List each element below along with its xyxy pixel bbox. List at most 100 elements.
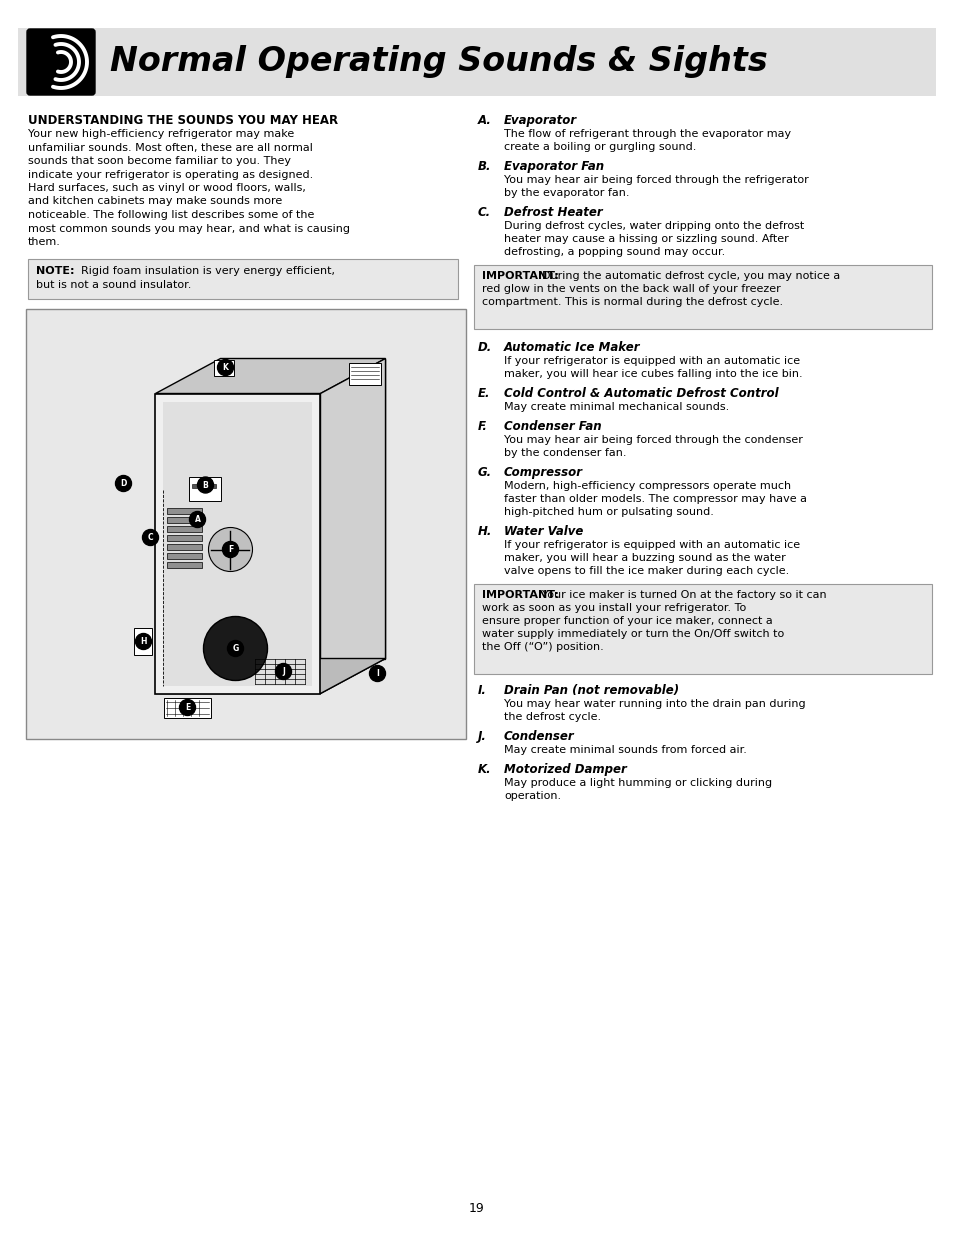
Text: G.: G. — [477, 466, 492, 479]
Text: May create minimal sounds from forced air.: May create minimal sounds from forced ai… — [503, 745, 746, 755]
Text: Your ice maker is turned On at the factory so it can: Your ice maker is turned On at the facto… — [541, 590, 825, 600]
FancyBboxPatch shape — [27, 28, 95, 95]
FancyBboxPatch shape — [168, 562, 202, 568]
Text: Motorized Damper: Motorized Damper — [503, 763, 626, 776]
Text: D.: D. — [477, 341, 492, 354]
Text: red glow in the vents on the back wall of your freezer: red glow in the vents on the back wall o… — [481, 284, 780, 294]
Text: maker, you will hear ice cubes falling into the ice bin.: maker, you will hear ice cubes falling i… — [503, 369, 801, 379]
FancyBboxPatch shape — [168, 543, 202, 550]
Text: high-pitched hum or pulsating sound.: high-pitched hum or pulsating sound. — [503, 508, 713, 517]
Text: A.: A. — [477, 114, 492, 127]
FancyBboxPatch shape — [26, 309, 465, 739]
Text: Your new high-efficiency refrigerator may make: Your new high-efficiency refrigerator ma… — [28, 128, 294, 140]
Circle shape — [179, 699, 195, 715]
Text: F.: F. — [477, 420, 487, 433]
Text: by the condenser fan.: by the condenser fan. — [503, 448, 626, 458]
Text: the Off (“O”) position.: the Off (“O”) position. — [481, 642, 603, 652]
Text: E.: E. — [477, 387, 490, 400]
Text: valve opens to fill the ice maker during each cycle.: valve opens to fill the ice maker during… — [503, 566, 788, 576]
Polygon shape — [320, 358, 385, 694]
Text: During defrost cycles, water dripping onto the defrost: During defrost cycles, water dripping on… — [503, 221, 803, 231]
Text: You may hear water running into the drain pan during: You may hear water running into the drai… — [503, 699, 804, 709]
Text: operation.: operation. — [503, 790, 560, 802]
FancyBboxPatch shape — [201, 483, 208, 488]
FancyBboxPatch shape — [211, 483, 216, 488]
Circle shape — [209, 527, 253, 572]
FancyBboxPatch shape — [164, 698, 212, 718]
Text: Cold Control & Automatic Defrost Control: Cold Control & Automatic Defrost Control — [503, 387, 778, 400]
Text: K.: K. — [477, 763, 491, 776]
FancyBboxPatch shape — [349, 363, 381, 384]
Text: but is not a sound insulator.: but is not a sound insulator. — [36, 280, 192, 290]
Circle shape — [222, 541, 238, 557]
Text: If your refrigerator is equipped with an automatic ice: If your refrigerator is equipped with an… — [503, 356, 800, 366]
Text: noticeable. The following list describes some of the: noticeable. The following list describes… — [28, 210, 314, 220]
Circle shape — [227, 641, 243, 657]
Text: Normal Operating Sounds & Sights: Normal Operating Sounds & Sights — [110, 46, 767, 79]
Circle shape — [142, 530, 158, 546]
Text: and kitchen cabinets may make sounds more: and kitchen cabinets may make sounds mor… — [28, 196, 282, 206]
Text: Automatic Ice Maker: Automatic Ice Maker — [503, 341, 639, 354]
Circle shape — [217, 359, 233, 375]
Text: B.: B. — [477, 161, 491, 173]
Text: Modern, high-efficiency compressors operate much: Modern, high-efficiency compressors oper… — [503, 480, 790, 492]
Circle shape — [190, 511, 205, 527]
Text: You may hear air being forced through the refrigerator: You may hear air being forced through th… — [503, 175, 808, 185]
Circle shape — [203, 616, 267, 680]
Text: Condenser: Condenser — [503, 730, 574, 743]
Text: H: H — [140, 637, 147, 646]
FancyBboxPatch shape — [474, 584, 931, 674]
Text: heater may cause a hissing or sizzling sound. After: heater may cause a hissing or sizzling s… — [503, 233, 788, 245]
Text: work as soon as you install your refrigerator. To: work as soon as you install your refrige… — [481, 603, 745, 613]
Circle shape — [197, 477, 213, 493]
Text: May produce a light humming or clicking during: May produce a light humming or clicking … — [503, 778, 771, 788]
FancyBboxPatch shape — [28, 258, 457, 299]
Text: C: C — [148, 534, 153, 542]
FancyBboxPatch shape — [474, 266, 931, 329]
Text: Condenser Fan: Condenser Fan — [503, 420, 601, 433]
Text: maker, you will hear a buzzing sound as the water: maker, you will hear a buzzing sound as … — [503, 553, 785, 563]
Text: Defrost Heater: Defrost Heater — [503, 206, 602, 219]
Text: IMPORTANT:: IMPORTANT: — [481, 590, 558, 600]
FancyBboxPatch shape — [214, 359, 234, 375]
Text: Hard surfaces, such as vinyl or wood floors, walls,: Hard surfaces, such as vinyl or wood flo… — [28, 183, 306, 193]
FancyBboxPatch shape — [168, 508, 202, 514]
Text: The flow of refrigerant through the evaporator may: The flow of refrigerant through the evap… — [503, 128, 790, 140]
Text: If your refrigerator is equipped with an automatic ice: If your refrigerator is equipped with an… — [503, 540, 800, 550]
Polygon shape — [155, 658, 385, 694]
Text: You may hear air being forced through the condenser: You may hear air being forced through th… — [503, 435, 802, 445]
Text: create a boiling or gurgling sound.: create a boiling or gurgling sound. — [503, 142, 696, 152]
Text: sounds that soon become familiar to you. They: sounds that soon become familiar to you.… — [28, 156, 291, 165]
FancyBboxPatch shape — [168, 535, 202, 541]
FancyBboxPatch shape — [168, 552, 202, 558]
Text: Drain Pan (not removable): Drain Pan (not removable) — [503, 684, 679, 697]
Text: Compressor: Compressor — [503, 466, 582, 479]
Text: D: D — [120, 479, 127, 488]
Text: compartment. This is normal during the defrost cycle.: compartment. This is normal during the d… — [481, 296, 782, 308]
Polygon shape — [155, 358, 385, 394]
Text: NOTE:: NOTE: — [36, 267, 74, 277]
Polygon shape — [155, 394, 320, 694]
FancyBboxPatch shape — [134, 627, 152, 655]
FancyBboxPatch shape — [18, 28, 935, 96]
Text: K: K — [222, 363, 228, 372]
FancyBboxPatch shape — [168, 526, 202, 531]
Circle shape — [275, 663, 292, 679]
Text: G: G — [233, 643, 238, 653]
Text: I: I — [375, 669, 378, 678]
Text: defrosting, a popping sound may occur.: defrosting, a popping sound may occur. — [503, 247, 724, 257]
Text: Rigid foam insulation is very energy efficient,: Rigid foam insulation is very energy eff… — [74, 267, 335, 277]
Text: Evaporator: Evaporator — [503, 114, 577, 127]
Text: UNDERSTANDING THE SOUNDS YOU MAY HEAR: UNDERSTANDING THE SOUNDS YOU MAY HEAR — [28, 114, 337, 127]
Text: ensure proper function of your ice maker, connect a: ensure proper function of your ice maker… — [481, 616, 772, 626]
Text: C.: C. — [477, 206, 491, 219]
Text: B: B — [202, 480, 208, 489]
Circle shape — [135, 634, 152, 650]
Circle shape — [369, 666, 385, 682]
Text: E: E — [185, 703, 190, 713]
Text: unfamiliar sounds. Most often, these are all normal: unfamiliar sounds. Most often, these are… — [28, 142, 313, 152]
FancyBboxPatch shape — [190, 477, 221, 500]
Polygon shape — [163, 401, 313, 685]
Text: the defrost cycle.: the defrost cycle. — [503, 713, 600, 722]
Text: May create minimal mechanical sounds.: May create minimal mechanical sounds. — [503, 403, 728, 412]
